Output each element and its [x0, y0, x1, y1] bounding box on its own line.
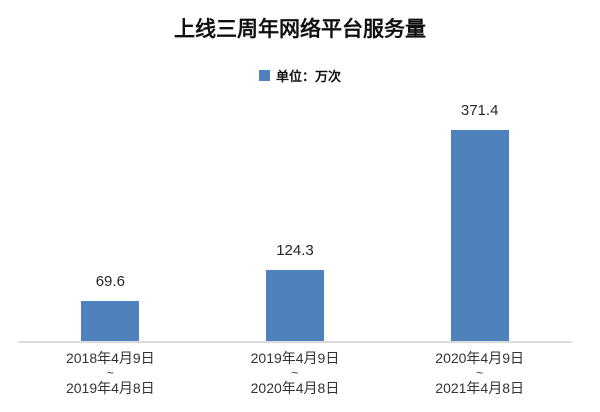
legend-label: 单位：万次 [275, 68, 341, 84]
tilde-separator: ~ [476, 366, 484, 380]
category-label: 2018年4月9日 ~ 2019年4月8日 [18, 350, 203, 396]
bar-group: 69.6 [18, 100, 203, 343]
bar-value-label: 371.4 [460, 102, 499, 119]
bar-value-label: 69.6 [95, 273, 125, 290]
legend-swatch-icon [258, 69, 270, 81]
bar [450, 130, 509, 341]
legend: 单位：万次 [0, 66, 600, 84]
tilde-separator: ~ [106, 366, 114, 380]
bar [81, 301, 140, 341]
bar-value-label: 124.3 [276, 242, 314, 259]
bar-group: 124.3 [203, 100, 388, 343]
period-end: 2020年4月8日 [250, 380, 340, 396]
period-end: 2021年4月8日 [435, 380, 524, 396]
period-start: 2019年4月9日 [250, 350, 340, 366]
x-axis-line [18, 341, 572, 343]
bar-group: 371.4 [387, 100, 572, 343]
x-axis-labels: 2018年4月9日 ~ 2019年4月8日 2019年4月9日 ~ 2020年4… [18, 350, 572, 396]
bar [265, 270, 324, 341]
tilde-separator: ~ [291, 366, 299, 380]
period-start: 2018年4月9日 [65, 350, 155, 366]
period-end: 2019年4月8日 [65, 380, 155, 396]
chart-title: 上线三周年网络平台服务量 [174, 18, 426, 41]
plot-area: 69.6 124.3 371.4 [18, 100, 572, 343]
category-label: 2020年4月9日 ~ 2021年4月8日 [387, 350, 572, 396]
category-label: 2019年4月9日 ~ 2020年4月8日 [203, 350, 388, 396]
period-start: 2020年4月9日 [435, 350, 524, 366]
